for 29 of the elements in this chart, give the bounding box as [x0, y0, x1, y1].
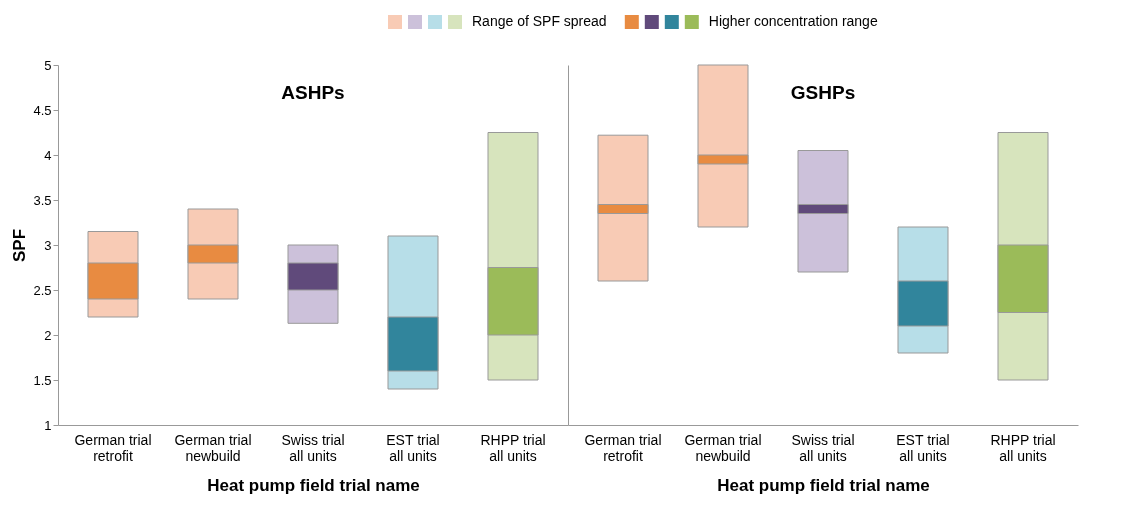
x-tick-label: EST trial all units: [386, 431, 440, 464]
x-tick-label: German trial retrofit: [74, 431, 152, 464]
y-tick-label: 4.5: [33, 102, 52, 118]
y-tick-label: 3.5: [33, 192, 52, 208]
bar: [797, 150, 849, 273]
y-tick-label: 2: [44, 327, 52, 343]
x-axis-title: Heat pump field trial name: [207, 475, 420, 495]
y-tick-label: 3: [44, 237, 52, 253]
legend-label: Range of SPF spread: [472, 13, 607, 29]
y-tick-label: 4: [44, 147, 52, 163]
y-tick-label: 2.5: [33, 282, 52, 298]
text: ASHPs: [281, 82, 345, 103]
x-tick-label: RHPP trial all units: [990, 431, 1056, 464]
x-tick-label: German trial retrofit: [584, 431, 662, 464]
x-tick-label: Swiss trial all units: [281, 431, 345, 464]
text: GSHPs: [790, 82, 856, 103]
y-axis-title: SPF: [10, 228, 30, 263]
x-tick-label: RHPP trial all units: [480, 431, 546, 464]
x-tick-label: German trial newbuild: [684, 431, 762, 464]
x-tick-label: EST trial all units: [896, 431, 950, 464]
bar: [697, 64, 749, 228]
y-tick-label: 1: [44, 417, 52, 433]
legend-label: Higher concentration range: [708, 13, 878, 29]
x-tick-label: Swiss trial all units: [791, 431, 855, 464]
y-tick-label: 5: [44, 57, 52, 73]
y-tick-label: 1.5: [33, 372, 52, 388]
x-tick-label: German trial newbuild: [174, 431, 252, 464]
x-axis-title: Heat pump field trial name: [717, 475, 930, 495]
bar: [597, 134, 649, 282]
